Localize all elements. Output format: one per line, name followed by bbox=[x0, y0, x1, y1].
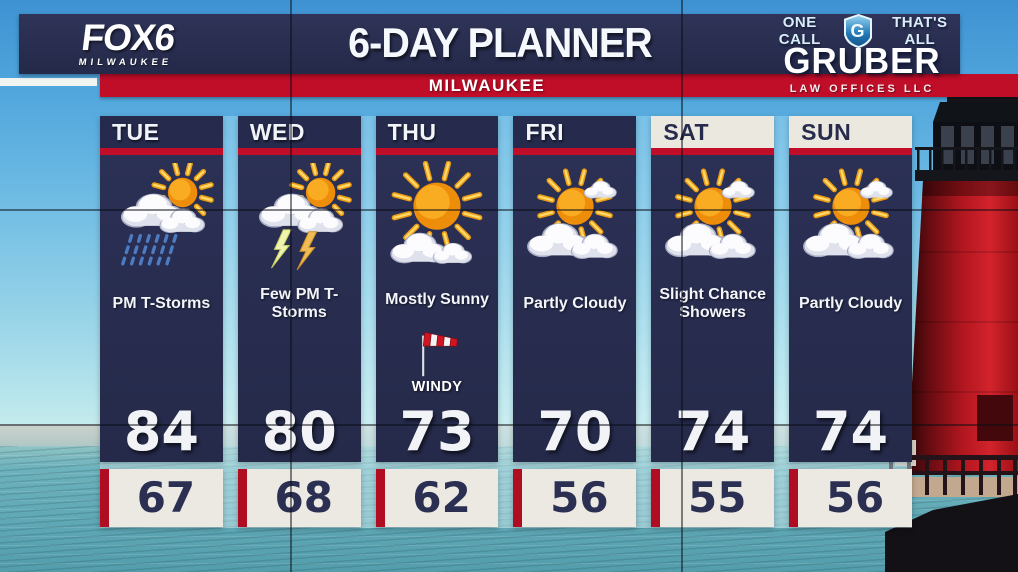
low-temp-value: 67 bbox=[136, 473, 196, 522]
day-header: WED bbox=[237, 116, 361, 148]
low-temp-card: 62 bbox=[375, 469, 499, 527]
station-city: MILWAUKEE bbox=[77, 57, 173, 68]
condition-text: Mostly Sunny bbox=[385, 291, 490, 309]
forecast-columns: TUE PM T-Storms 84 67 WED bbox=[100, 116, 912, 528]
red-divider bbox=[651, 148, 775, 155]
gruber-shield-icon: G bbox=[844, 14, 872, 48]
header-bar: FOX6 MILWAUKEE 6-DAY PLANNER bbox=[19, 14, 960, 74]
day-label: FRI bbox=[525, 118, 565, 145]
tagline-right: THAT'S ALL bbox=[892, 14, 948, 48]
low-temp-value: 68 bbox=[274, 473, 333, 522]
card-gap bbox=[238, 462, 361, 469]
partly-cloudy-icon bbox=[651, 155, 774, 280]
card-gap bbox=[376, 462, 499, 469]
low-temp-value: 62 bbox=[412, 473, 471, 522]
partly-cloudy-icon bbox=[513, 155, 636, 280]
gruber-sponsor-logo: ONE CALL G THAT'S ALL GRUBER LAW OFFICES… bbox=[762, 14, 962, 95]
day-body: Few PM T-Storms 80 bbox=[237, 155, 361, 464]
card-gap bbox=[789, 462, 912, 469]
low-temp-card: 55 bbox=[651, 469, 775, 527]
day-body: Partly Cloudy 74 bbox=[789, 155, 912, 462]
station-name: FOX6 bbox=[79, 17, 177, 58]
background-white-stripe bbox=[0, 78, 97, 86]
red-divider bbox=[513, 148, 637, 155]
title-block: 6-DAY PLANNER bbox=[270, 18, 730, 68]
forecast-day-column: SAT Slight Chance Showers 74 55 bbox=[651, 116, 775, 528]
day-body: Mostly Sunny WINDY 73 bbox=[375, 155, 499, 464]
forecast-day-column: TUE PM T-Storms 84 67 bbox=[100, 116, 223, 528]
low-temp-card: 67 bbox=[100, 469, 223, 527]
day-header: TUE bbox=[100, 116, 223, 148]
forecast-day-column: THU Mostly Sunny WINDY 73 62 bbox=[375, 116, 499, 528]
windy-indicator: WINDY bbox=[376, 324, 499, 395]
forecast-day-column: SUN Partly Cloudy 74 56 bbox=[789, 116, 912, 528]
card-gap bbox=[100, 462, 223, 469]
day-body: Partly Cloudy 70 bbox=[513, 155, 637, 464]
low-temp-card: 56 bbox=[513, 469, 637, 527]
day-body: Slight Chance Showers 74 bbox=[651, 155, 775, 464]
red-divider bbox=[237, 148, 361, 155]
high-temp-value: 74 bbox=[812, 400, 889, 464]
high-temp-value: 73 bbox=[399, 400, 475, 464]
storm-sun-icon bbox=[100, 155, 223, 280]
sponsor-name: GRUBER bbox=[783, 40, 941, 81]
low-temp-value: 55 bbox=[688, 473, 747, 522]
red-divider bbox=[789, 148, 912, 155]
fox6-logo: FOX6 MILWAUKEE bbox=[77, 17, 178, 68]
partly-cloudy-icon bbox=[789, 155, 912, 280]
condition-text: Partly Cloudy bbox=[798, 295, 903, 313]
sponsor-tagline: ONE CALL G THAT'S ALL bbox=[762, 14, 962, 48]
high-temp-value: 74 bbox=[675, 400, 751, 464]
high-temp-value: 80 bbox=[261, 400, 337, 464]
day-header: FRI bbox=[513, 116, 637, 148]
day-body: PM T-Storms 84 bbox=[100, 155, 223, 462]
low-temp-value: 56 bbox=[550, 473, 609, 522]
low-temp-card: 56 bbox=[789, 469, 912, 527]
card-gap bbox=[513, 462, 636, 469]
sponsor-subtitle: LAW OFFICES LLC bbox=[789, 83, 935, 95]
videowall-seam-horizontal bbox=[0, 209, 1018, 211]
red-divider bbox=[375, 148, 499, 155]
page-title: 6-DAY PLANNER bbox=[348, 19, 653, 66]
location-label: MILWAUKEE bbox=[428, 75, 546, 95]
day-label: SUN bbox=[801, 118, 852, 145]
condition-text: Slight Chance Showers bbox=[659, 286, 767, 321]
high-temp-value: 84 bbox=[123, 400, 199, 464]
day-label: SAT bbox=[663, 118, 710, 145]
lighthouse-photo bbox=[885, 92, 1018, 572]
condition-text: Partly Cloudy bbox=[523, 295, 627, 313]
windsock-icon bbox=[411, 324, 463, 378]
condition-text: PM T-Storms bbox=[112, 295, 211, 313]
forecast-day-column: FRI Partly Cloudy 70 56 bbox=[513, 116, 637, 528]
lightning-sun-icon bbox=[238, 155, 361, 280]
videowall-seam-vertical bbox=[290, 0, 292, 572]
condition-text: Few PM T-Storms bbox=[260, 286, 339, 321]
lighthouse-icon bbox=[885, 92, 1018, 572]
shield-letter: G bbox=[850, 20, 865, 41]
day-label: THU bbox=[387, 118, 437, 145]
location-bar: MILWAUKEE bbox=[100, 74, 1018, 97]
red-divider bbox=[100, 148, 223, 155]
day-header: SUN bbox=[789, 116, 912, 148]
mostly-sunny-icon bbox=[376, 155, 499, 277]
high-temp-value: 70 bbox=[537, 400, 613, 464]
forecast-day-column: WED Few PM T-Storms 80 68 bbox=[237, 116, 361, 528]
videowall-seam-horizontal bbox=[0, 424, 1018, 426]
low-temp-card: 68 bbox=[237, 469, 361, 527]
day-header: SAT bbox=[651, 116, 775, 148]
tagline-left: ONE CALL bbox=[778, 14, 821, 48]
card-gap bbox=[651, 462, 774, 469]
videowall-seam-vertical bbox=[681, 0, 683, 572]
windy-label: WINDY bbox=[411, 378, 463, 395]
low-temp-value: 56 bbox=[825, 473, 885, 522]
day-header: THU bbox=[375, 116, 499, 148]
day-label: WED bbox=[249, 118, 305, 145]
day-label: TUE bbox=[112, 118, 160, 145]
